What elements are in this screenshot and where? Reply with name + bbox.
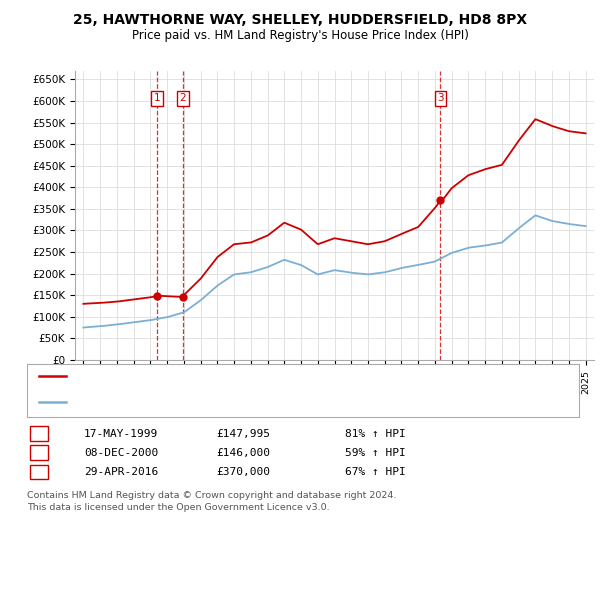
Text: This data is licensed under the Open Government Licence v3.0.: This data is licensed under the Open Gov… [27,503,329,512]
Text: 29-APR-2016: 29-APR-2016 [84,467,158,477]
Text: 25, HAWTHORNE WAY, SHELLEY, HUDDERSFIELD, HD8 8PX (detached house): 25, HAWTHORNE WAY, SHELLEY, HUDDERSFIELD… [71,372,492,381]
Text: 3: 3 [35,467,43,477]
Text: HPI: Average price, detached house, Kirklees: HPI: Average price, detached house, Kirk… [71,398,316,407]
Text: 1: 1 [35,429,43,438]
Text: 2: 2 [35,448,43,457]
Text: Price paid vs. HM Land Registry's House Price Index (HPI): Price paid vs. HM Land Registry's House … [131,30,469,42]
Text: 08-DEC-2000: 08-DEC-2000 [84,448,158,457]
Text: 25, HAWTHORNE WAY, SHELLEY, HUDDERSFIELD, HD8 8PX: 25, HAWTHORNE WAY, SHELLEY, HUDDERSFIELD… [73,13,527,27]
Text: £146,000: £146,000 [216,448,270,457]
Text: 3: 3 [437,93,444,103]
Text: 81% ↑ HPI: 81% ↑ HPI [345,429,406,438]
Text: 67% ↑ HPI: 67% ↑ HPI [345,467,406,477]
Text: 1: 1 [154,93,160,103]
Text: 59% ↑ HPI: 59% ↑ HPI [345,448,406,457]
Text: £147,995: £147,995 [216,429,270,438]
Text: 2: 2 [179,93,186,103]
Text: 17-MAY-1999: 17-MAY-1999 [84,429,158,438]
Text: £370,000: £370,000 [216,467,270,477]
Text: Contains HM Land Registry data © Crown copyright and database right 2024.: Contains HM Land Registry data © Crown c… [27,491,397,500]
